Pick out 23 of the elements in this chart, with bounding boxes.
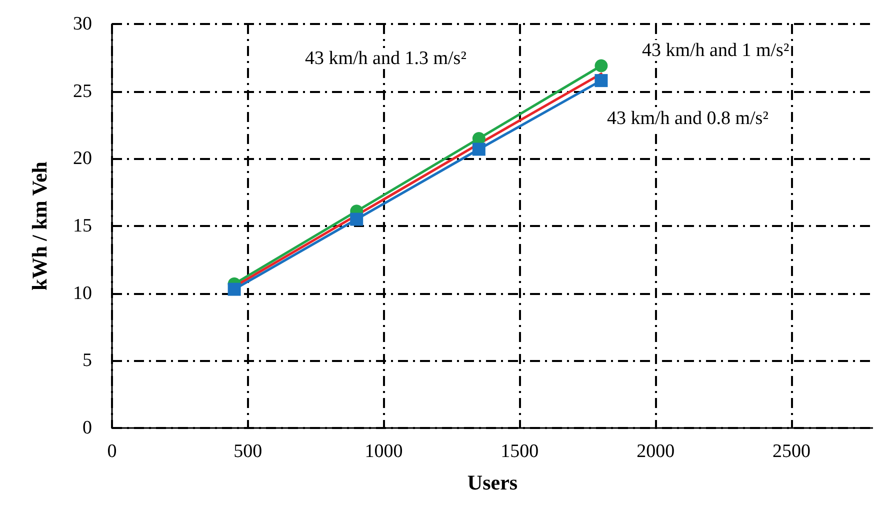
x-tick-label: 500 bbox=[234, 441, 262, 462]
y-tick-label: 0 bbox=[82, 418, 92, 438]
point bbox=[594, 74, 608, 88]
y-tick-label: 20 bbox=[73, 148, 92, 170]
y-tick-label: 30 bbox=[73, 14, 92, 34]
x-axis-title: Users bbox=[467, 470, 518, 494]
x-tick-label: 0 bbox=[107, 441, 117, 462]
point bbox=[594, 59, 608, 72]
annotation: 43 km/h and 0.8 m/s² bbox=[607, 108, 769, 129]
annotation: 43 km/h and 1 m/s² bbox=[642, 40, 790, 61]
y-tick-label: 15 bbox=[73, 216, 92, 236]
x-tick-label: 1500 bbox=[500, 441, 539, 462]
x-tick-label: 2500 bbox=[772, 441, 810, 462]
x-tick-label: 2000 bbox=[636, 441, 675, 462]
y-tick-label: 25 bbox=[73, 80, 92, 102]
y-axis-title: kWh / km Veh bbox=[28, 161, 52, 290]
x-tick-label: 1000 bbox=[364, 441, 403, 462]
y-tick-label: 10 bbox=[73, 282, 92, 304]
point bbox=[350, 212, 364, 226]
y-tick-label: 5 bbox=[82, 350, 92, 372]
point bbox=[228, 282, 241, 296]
annotation: 43 km/h and 1.3 m/s² bbox=[305, 48, 467, 69]
point bbox=[472, 142, 486, 156]
